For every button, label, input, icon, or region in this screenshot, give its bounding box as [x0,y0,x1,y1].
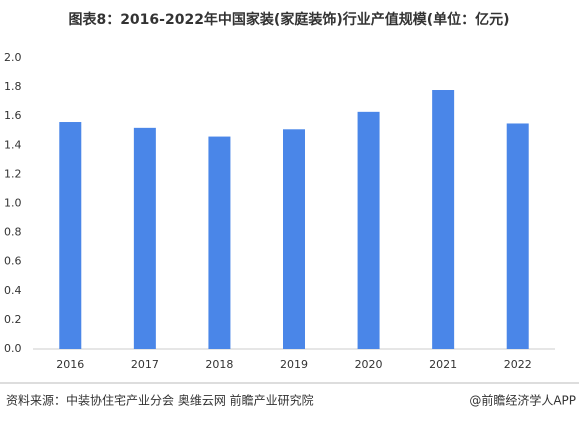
y-tick-label: 0.0 [4,342,22,355]
y-tick-label: 0.4 [4,284,22,297]
x-tick-label: 2020 [355,358,383,371]
y-tick-label: 1.6 [4,109,22,122]
credit: @前瞻经济学人APP [469,393,576,408]
x-tick-label: 2018 [205,358,233,371]
y-tick-label: 1.2 [4,167,22,180]
bar [133,127,156,349]
chart-title: 图表8：2016-2022年中国家装(家庭装饰)行业产值规模(单位：亿元) [68,11,509,28]
y-tick-label: 2.0 [4,51,22,64]
y-tick-label: 1.0 [4,197,22,210]
x-tick-label: 2017 [131,358,159,371]
bar [283,129,305,349]
x-tick-label: 2016 [56,358,84,371]
source-note: 资料来源：中装协住宅产业分会 奥维云网 前瞻产业研究院 [6,393,314,408]
y-tick-label: 1.4 [4,138,22,151]
x-tick-label: 2022 [504,358,532,371]
x-tick-label: 2021 [429,358,457,371]
x-tick-label: 2019 [280,358,308,371]
bar [432,90,455,349]
bar [59,122,82,350]
y-tick-label: 1.8 [4,80,22,93]
y-tick-label: 0.2 [4,313,22,326]
y-tick-label: 0.6 [4,255,22,268]
bar [357,111,380,350]
bar [208,136,231,349]
y-tick-label: 0.8 [4,226,22,239]
bar [506,123,529,349]
